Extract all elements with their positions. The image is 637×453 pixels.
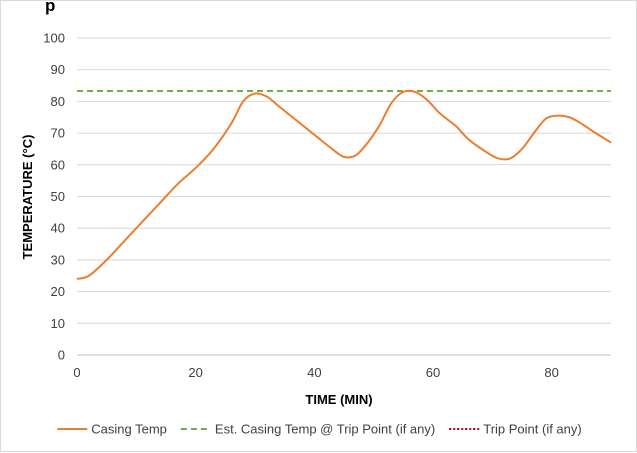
y-tick-label: 0 xyxy=(58,348,65,363)
grid xyxy=(77,37,611,356)
y-tick-label: 10 xyxy=(51,316,65,331)
series-line-0 xyxy=(76,89,612,280)
x-tick-label: 0 xyxy=(73,365,80,380)
legend: Casing Temp Est. Casing Temp @ Trip Point… xyxy=(57,422,582,437)
y-tick-labels: 0 10 20 30 40 50 60 70 80 90 100 xyxy=(43,31,65,363)
legend-label-0: Casing Temp xyxy=(91,422,167,437)
y-tick-label: 100 xyxy=(43,31,65,46)
y-tick-label: 80 xyxy=(51,94,65,109)
y-tick-label: 40 xyxy=(51,221,65,236)
y-tick-label: 90 xyxy=(51,62,65,77)
y-tick-label: 70 xyxy=(51,126,65,141)
y-tick-label: 30 xyxy=(51,252,65,267)
x-axis-title: TIME (MIN) xyxy=(305,392,372,407)
y-axis-title: TEMPERATURE (°C) xyxy=(20,135,35,260)
y-tick-label: 60 xyxy=(51,157,65,172)
legend-label-2: Trip Point (if any) xyxy=(483,422,582,437)
legend-label-1: Est. Casing Temp @ Trip Point (if any) xyxy=(215,422,435,437)
x-tick-label: 20 xyxy=(188,365,202,380)
x-tick-labels: 0 20 40 60 80 xyxy=(73,365,559,380)
y-tick-label: 20 xyxy=(51,284,65,299)
y-tick-label: 50 xyxy=(51,189,65,204)
chart-title-fragment: p xyxy=(45,1,55,15)
x-tick-label: 60 xyxy=(426,365,440,380)
x-tick-label: 80 xyxy=(544,365,558,380)
series-layer xyxy=(76,89,612,280)
x-tick-label: 40 xyxy=(307,365,321,380)
